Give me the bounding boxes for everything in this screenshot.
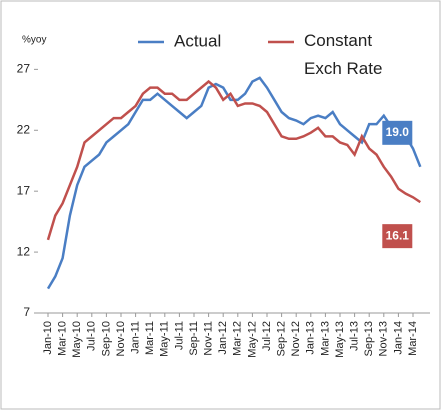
legend-label: Constant Exch Rate [304,31,382,78]
y-tick-label: 17 [17,183,31,197]
value-label: 19.0 [386,125,410,139]
x-tick-label: Jul-10 [86,321,98,351]
x-tick-label: May-13 [334,321,346,358]
x-tick-label: May-10 [71,321,83,358]
x-tick-label: Nov-11 [203,321,215,356]
x-tick-label: Jan-12 [217,321,229,355]
x-tick-label: Mar-13 [319,321,331,356]
x-tick-label: Sep-10 [100,321,112,356]
x-tick-label: Nov-12 [290,321,302,356]
x-tick-label: Jan-13 [305,321,317,355]
x-tick-label: Jan-10 [42,321,54,355]
x-tick-label: Jul-11 [173,321,185,350]
x-tick-label: Mar-12 [232,321,244,356]
y-tick-label: 27 [17,62,31,76]
y-axis-label: %yoy [22,35,46,46]
x-tick-label: Mar-11 [144,321,156,355]
x-tick-label: Jan-14 [392,321,404,355]
y-tick-label: 12 [17,244,31,258]
x-tick-label: May-12 [246,321,258,358]
x-tick-label: Nov-10 [115,321,127,356]
y-tick-label: 22 [17,122,31,136]
legend-label-line: Exch Rate [304,59,382,78]
x-tick-label: Sep-11 [188,321,200,356]
value-label-box [382,224,413,249]
x-tick-label: Mar-14 [407,321,419,356]
legend-label-line: Constant [304,31,372,50]
x-tick-label: Sep-12 [276,321,288,356]
x-tick-label: May-11 [159,321,171,357]
series-line [46,79,421,241]
y-tick-label: 7 [23,305,30,319]
legend-label: Actual [174,31,221,50]
value-label: 16.1 [386,228,410,242]
x-tick-label: Nov-13 [378,321,390,356]
value-label-box [382,120,413,145]
x-tick-label: Jan-11 [130,321,142,354]
x-tick-label: Sep-13 [363,321,375,356]
x-tick-label: Mar-10 [57,321,69,356]
x-tick-label: Jul-13 [349,321,361,351]
x-tick-label: Jul-12 [261,321,273,351]
